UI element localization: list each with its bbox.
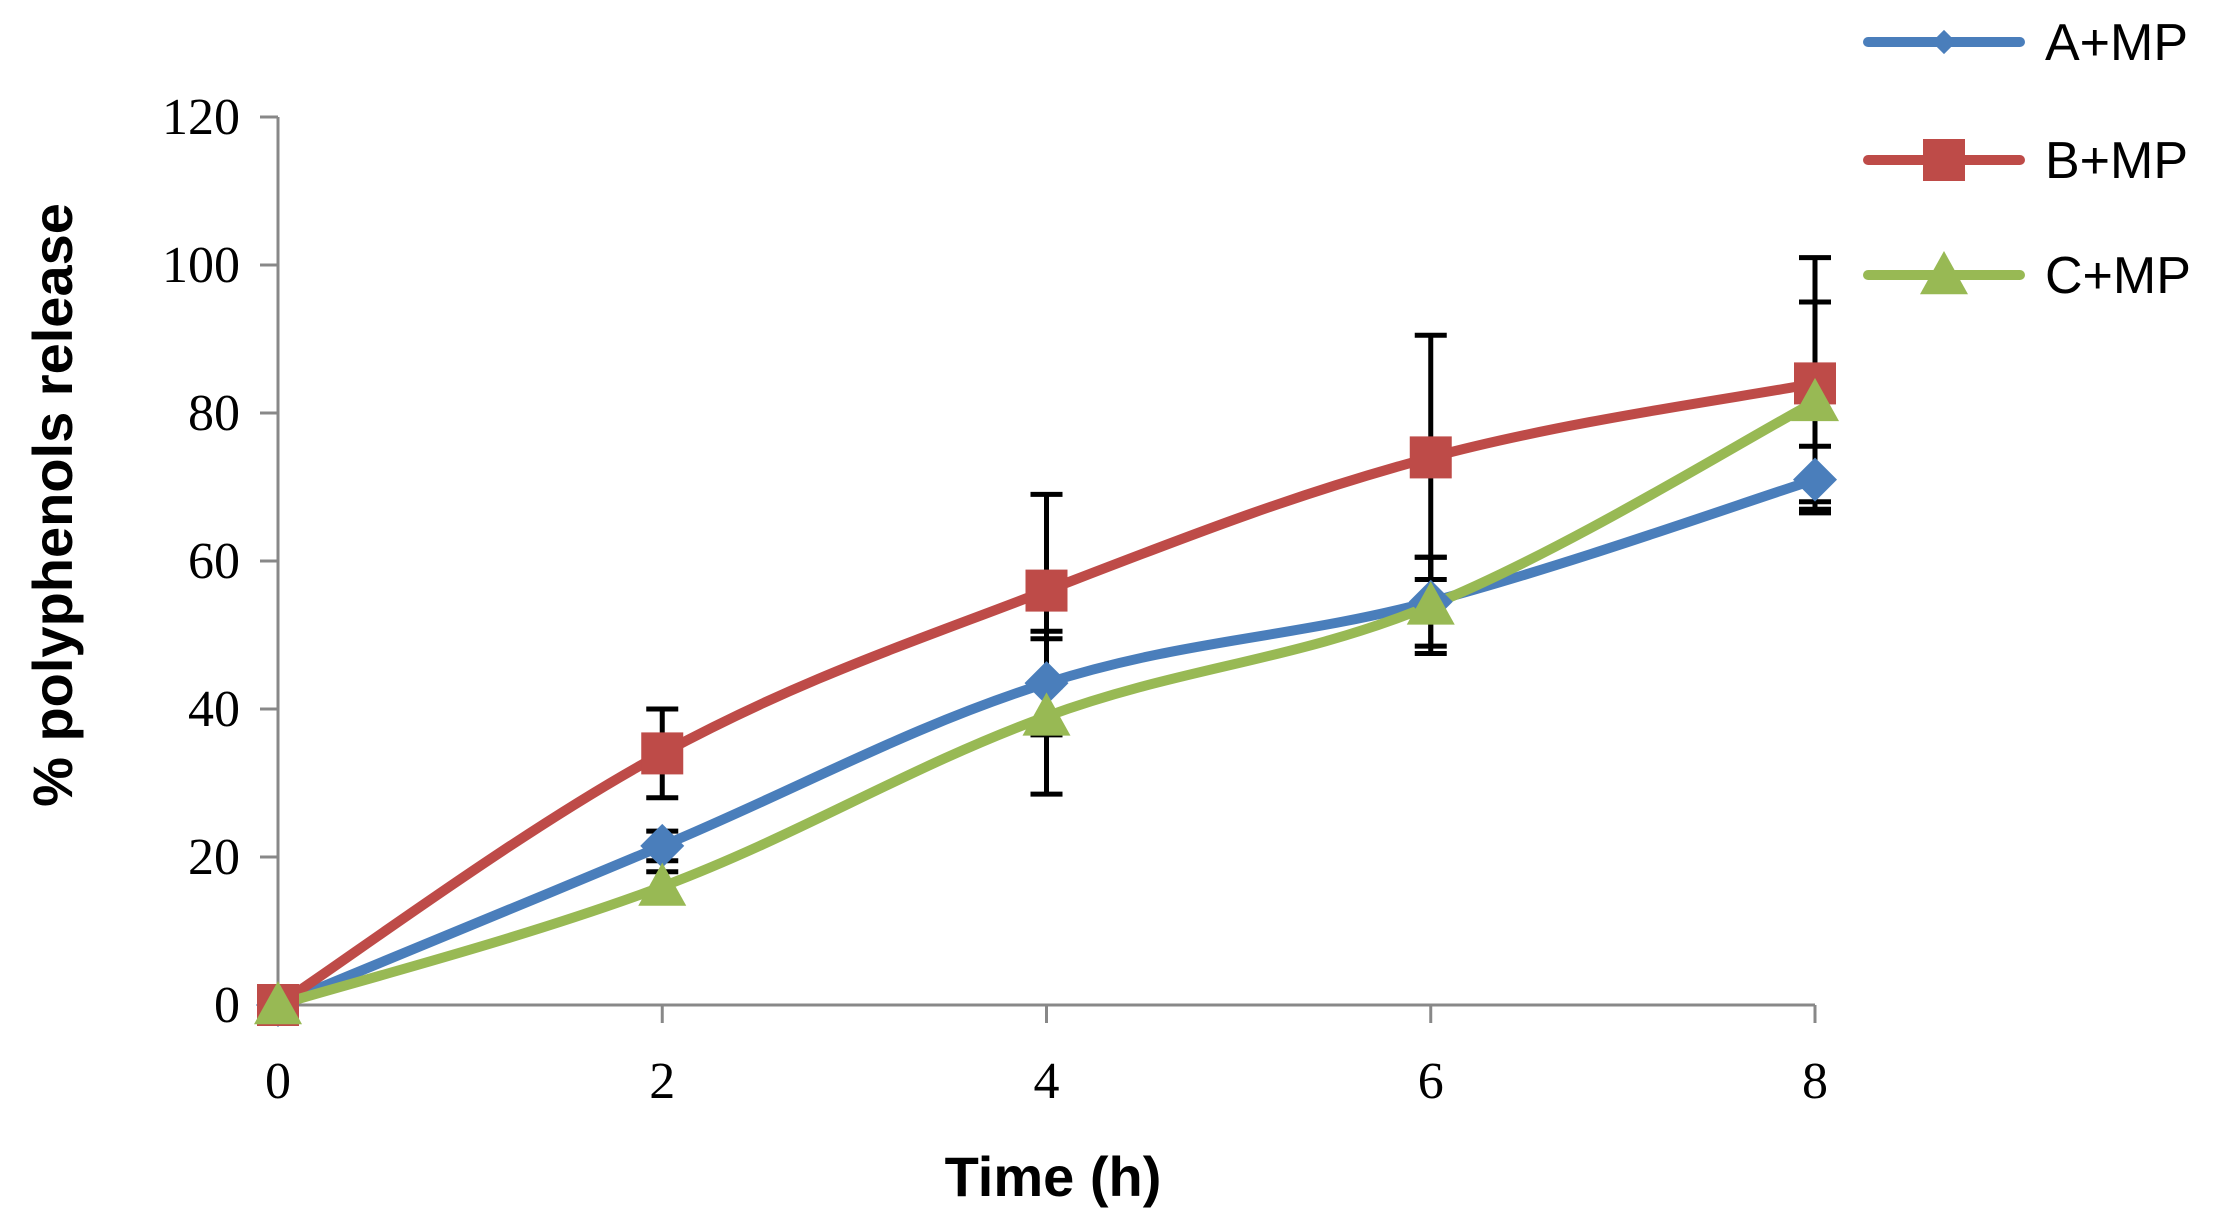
legend-marker (1923, 139, 1965, 181)
error-bars (646, 255, 1831, 904)
legend-marker (1931, 29, 1957, 55)
x-axis-title: Time (h) (945, 1145, 1162, 1208)
series-markers (254, 362, 1839, 1027)
data-point-a-mp (640, 823, 685, 868)
data-point-a-mp (1024, 661, 1069, 706)
x-tick-label: 0 (265, 1053, 291, 1110)
data-point-a-mp (1793, 457, 1837, 502)
y-tick-label: 120 (162, 89, 240, 146)
legend-item-b-mp: B+MP (1863, 132, 2188, 190)
data-point-b-mp (1409, 436, 1452, 479)
legend-label: C+MP (2045, 247, 2191, 305)
legend-marker (1920, 251, 1968, 295)
data-point-c-mp (638, 862, 687, 906)
data-point-c-mp (254, 981, 302, 1025)
data-point-b-mp (641, 732, 684, 775)
x-tick-label: 2 (649, 1053, 675, 1110)
legend-item-a-mp: A+MP (1863, 14, 2188, 72)
y-tick-label: 60 (188, 533, 240, 590)
legend: A+MP B+MP C+MP (1863, 14, 2191, 305)
y-tick-label: 100 (162, 237, 240, 294)
legend-item-c-mp: C+MP (1863, 247, 2191, 305)
y-tick-label: 40 (188, 681, 240, 738)
x-tick-label: 8 (1802, 1053, 1828, 1110)
legend-label: A+MP (2045, 14, 2188, 72)
legend-label: B+MP (2045, 132, 2188, 190)
y-tick-label: 80 (188, 385, 240, 442)
y-tick-label: 0 (214, 977, 240, 1034)
y-tick-label: 20 (188, 829, 240, 886)
y-axis-title: % polyphenols release (21, 203, 84, 807)
x-tick-label: 4 (1034, 1053, 1060, 1110)
data-point-c-mp (1791, 377, 1839, 422)
data-point-c-mp (1022, 692, 1071, 736)
x-tick-label: 6 (1418, 1053, 1444, 1110)
data-point-c-mp (1406, 581, 1455, 625)
ticks: 0 20 40 60 80 100 120 0 2 4 6 8 (162, 89, 1828, 1110)
data-point-b-mp (1025, 569, 1068, 612)
